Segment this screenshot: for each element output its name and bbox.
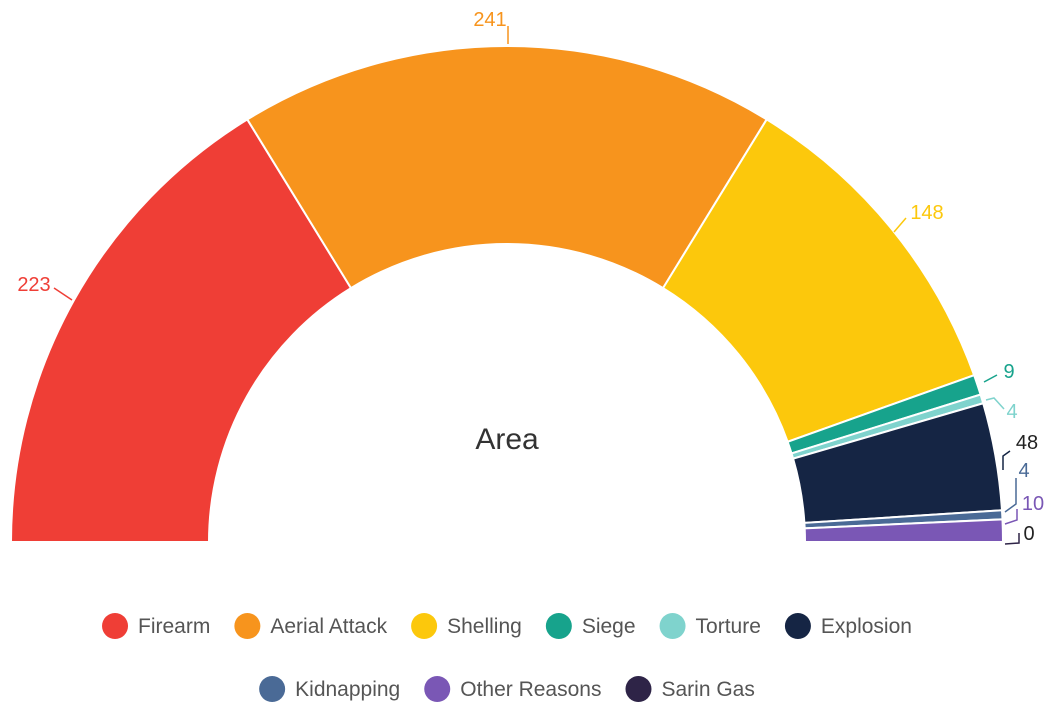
legend-item-torture[interactable]: Torture (659, 613, 761, 639)
leader-kidnapping (1004, 478, 1017, 513)
legend-marker-aerial-attack (234, 613, 261, 639)
data-label-firearm: 223 (17, 274, 50, 296)
data-label-shelling: 148 (910, 202, 943, 224)
legend-label-siege: Siege (582, 615, 636, 638)
legend-marker-siege (545, 613, 572, 639)
chart-legend: Firearm Aerial Attack Shelling Siege Torture… (102, 613, 912, 702)
legend-item-shelling[interactable]: Shelling (411, 613, 522, 639)
leader-shelling (893, 217, 907, 233)
legend-item-other-reasons[interactable]: Other Reasons (424, 676, 601, 702)
legend-label-other-reasons: Other Reasons (460, 678, 601, 701)
data-label-torture: 4 (1006, 401, 1017, 423)
leader-sarin-gas (1004, 533, 1020, 545)
legend-marker-shelling (411, 613, 438, 639)
chart-data-labels: 223 241 148 9 4 48 4 10 0 (17, 9, 1044, 545)
data-label-other-reasons: 10 (1022, 493, 1044, 515)
data-label-kidnapping: 4 (1018, 460, 1029, 482)
legend-item-kidnapping[interactable]: Kidnapping (259, 676, 400, 702)
data-label-siege: 9 (1003, 361, 1014, 383)
slice-firearm (9, 118, 353, 543)
chart-slices (9, 45, 1005, 543)
chart-leader-lines (53, 26, 1020, 545)
legend-label-aerial-attack: Aerial Attack (270, 615, 387, 638)
legend-marker-explosion (784, 613, 811, 639)
chart-title: Area (475, 423, 539, 456)
leader-explosion (1002, 450, 1011, 470)
data-label-sarin-gas: 0 (1023, 523, 1034, 545)
legend-marker-firearm (102, 613, 129, 639)
legend-label-firearm: Firearm (138, 615, 210, 638)
slice-aerial-attack (245, 45, 769, 290)
legend-label-torture: Torture (696, 615, 761, 638)
leader-other-reasons (1004, 509, 1018, 525)
leader-siege (983, 374, 998, 383)
legend-label-explosion: Explosion (821, 615, 912, 638)
legend-marker-kidnapping (259, 676, 286, 702)
leader-torture (985, 397, 1005, 410)
legend-marker-sarin-gas (625, 676, 652, 702)
legend-label-shelling: Shelling (447, 615, 522, 638)
legend-item-siege[interactable]: Siege (545, 613, 636, 639)
slice-other-reasons (803, 518, 1005, 543)
legend-item-firearm[interactable]: Firearm (102, 613, 210, 639)
data-label-aerial-attack: 241 (473, 9, 506, 31)
legend-item-aerial-attack[interactable]: Aerial Attack (234, 613, 388, 639)
legend-marker-other-reasons (424, 676, 451, 702)
legend-item-sarin-gas[interactable]: Sarin Gas (625, 676, 755, 702)
legend-item-explosion[interactable]: Explosion (784, 613, 912, 639)
data-label-explosion: 48 (1016, 432, 1038, 454)
legend-marker-torture (659, 613, 686, 639)
legend-label-sarin-gas: Sarin Gas (661, 678, 754, 701)
leader-firearm (53, 287, 73, 301)
legend-label-kidnapping: Kidnapping (295, 678, 400, 701)
